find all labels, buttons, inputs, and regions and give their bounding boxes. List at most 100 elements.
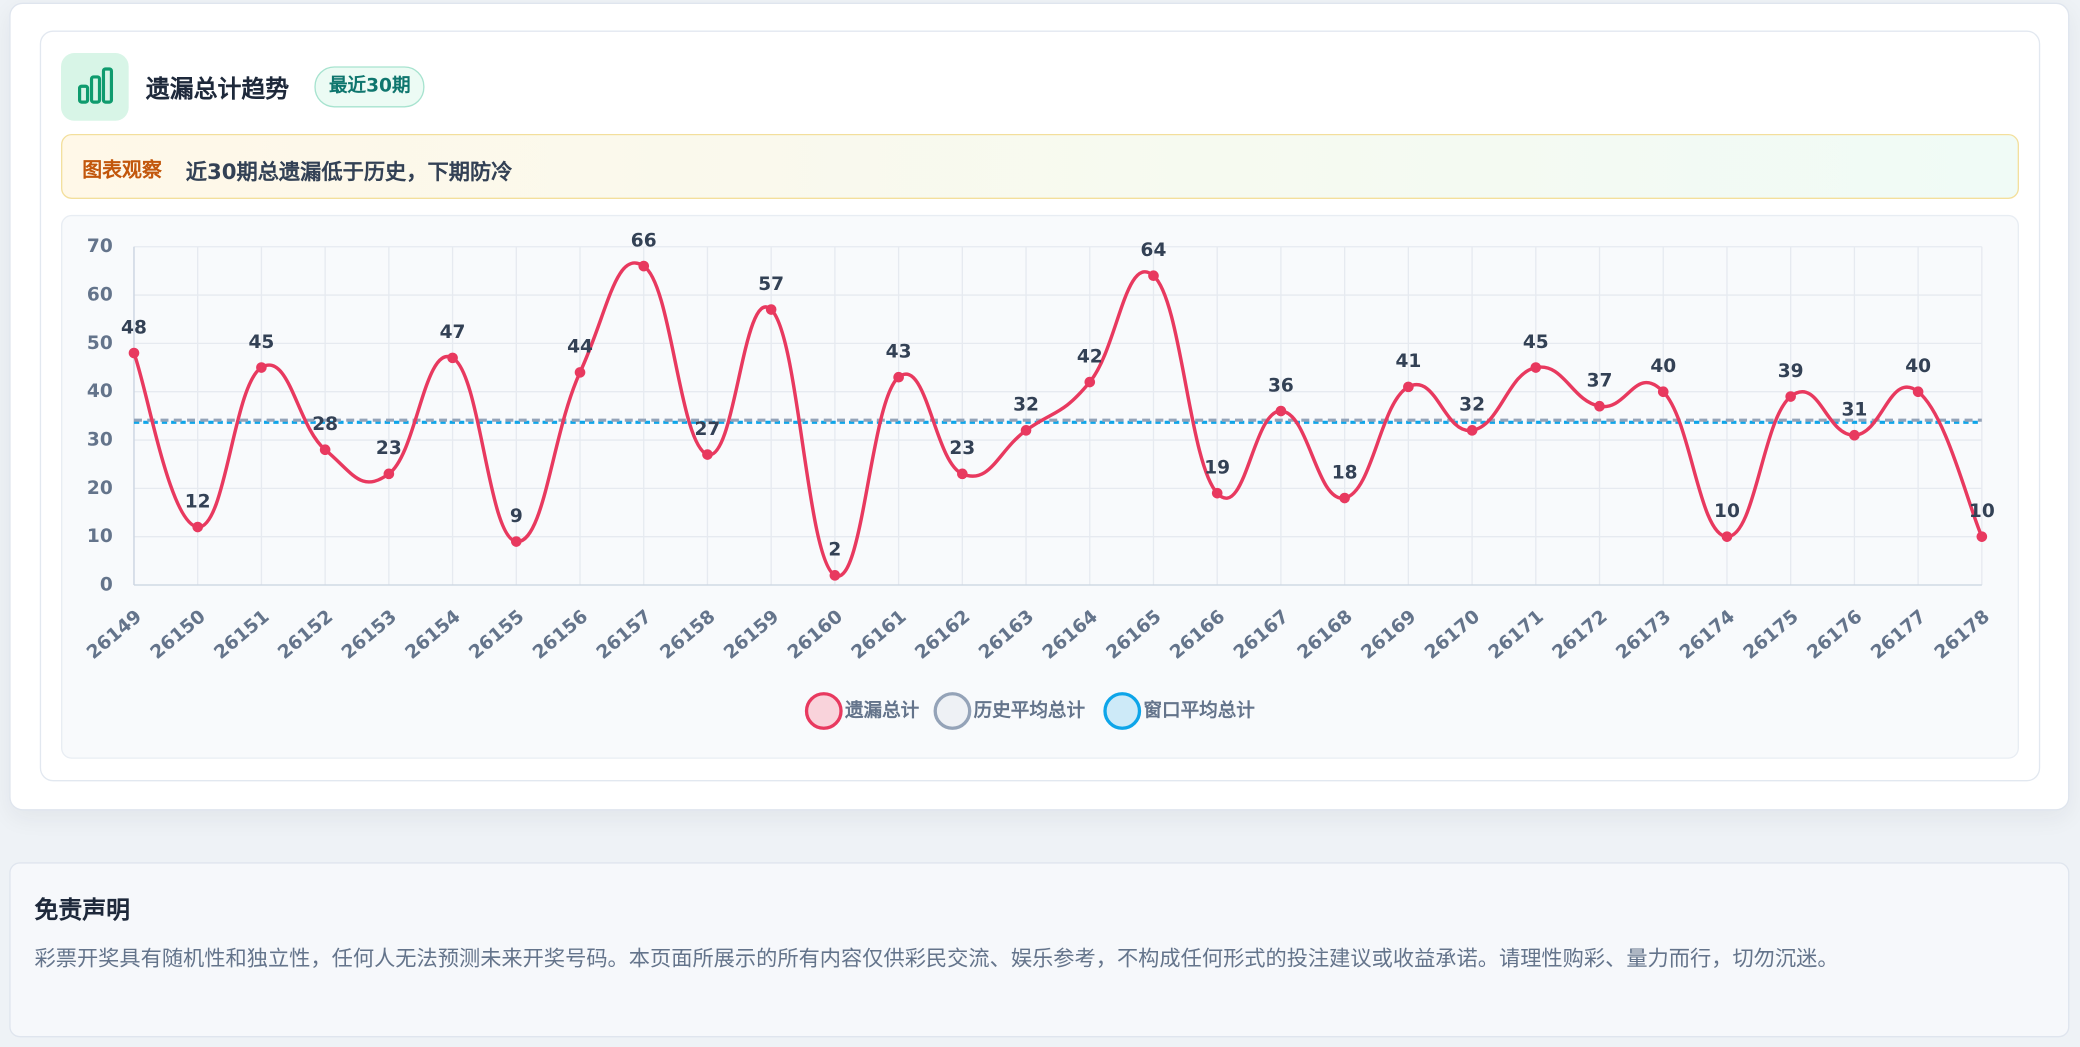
- data-label: 66: [631, 230, 657, 251]
- x-tick-label: 26160: [784, 606, 847, 664]
- x-tick-label: 26149: [83, 606, 146, 664]
- data-label: 48: [121, 317, 147, 338]
- data-label: 23: [376, 438, 402, 459]
- data-point: [383, 468, 395, 480]
- disclaimer-title: 免责声明: [34, 896, 131, 925]
- legend-swatch: [933, 692, 972, 730]
- data-label: 31: [1841, 399, 1867, 420]
- chart-icon: [61, 53, 129, 121]
- data-point: [1721, 531, 1733, 542]
- data-label: 12: [185, 491, 211, 512]
- data-point: [1657, 386, 1669, 398]
- y-tick-label: 30: [87, 430, 113, 451]
- data-point: [1849, 429, 1860, 441]
- data-label: 43: [886, 342, 912, 363]
- legend-swatch: [804, 692, 843, 730]
- data-point: [447, 352, 458, 364]
- data-point: [1020, 425, 1032, 436]
- data-point: [829, 570, 841, 581]
- y-tick-label: 20: [87, 478, 113, 499]
- data-point: [765, 304, 777, 315]
- x-tick-label: 26155: [465, 606, 528, 664]
- x-tick-label: 26158: [657, 606, 720, 664]
- data-label: 9: [510, 506, 523, 527]
- data-point: [128, 347, 140, 359]
- legend-label: 历史平均总计: [974, 700, 1086, 722]
- data-label: 36: [1268, 375, 1294, 396]
- x-tick-label: 26152: [274, 606, 337, 664]
- data-label: 57: [758, 274, 784, 295]
- x-tick-label: 26172: [1549, 606, 1612, 664]
- x-tick-label: 26163: [975, 606, 1038, 664]
- y-tick-label: 50: [87, 333, 113, 354]
- data-label: 42: [1077, 346, 1103, 367]
- period-badge: 最近30期: [314, 66, 426, 108]
- data-label: 10: [1714, 501, 1740, 522]
- data-point: [1148, 270, 1159, 282]
- x-tick-label: 26165: [1103, 606, 1166, 664]
- y-tick-label: 10: [87, 526, 113, 547]
- data-point: [510, 536, 522, 547]
- data-point: [319, 444, 331, 456]
- x-tick-label: 26156: [529, 606, 592, 664]
- data-point: [1339, 492, 1350, 504]
- data-point: [192, 521, 204, 533]
- legend-label: 窗口平均总计: [1143, 700, 1255, 722]
- data-point: [638, 260, 650, 272]
- observation-label: 图表观察: [82, 157, 162, 182]
- data-label: 39: [1778, 361, 1804, 382]
- x-tick-label: 26177: [1867, 606, 1930, 664]
- data-point: [1912, 386, 1924, 398]
- data-label: 2: [828, 540, 841, 561]
- disclaimer-text: 彩票开奖具有随机性和独立性，任何人无法预测未来开奖号码。本页面所展示的所有内容仅…: [34, 945, 1839, 972]
- data-label: 32: [1013, 395, 1039, 416]
- data-label: 40: [1650, 356, 1676, 377]
- x-tick-label: 26171: [1485, 606, 1548, 664]
- data-label: 10: [1969, 501, 1995, 522]
- data-label: 47: [440, 322, 466, 343]
- x-tick-label: 26175: [1740, 606, 1803, 664]
- x-tick-label: 26168: [1294, 606, 1357, 664]
- data-label: 45: [1523, 332, 1549, 353]
- legend-label: 遗漏总计: [844, 700, 920, 722]
- disclaimer: 免责声明 彩票开奖具有随机性和独立性，任何人无法预测未来开奖号码。本页面所展示的…: [9, 862, 2070, 1038]
- x-tick-label: 26162: [911, 606, 974, 664]
- x-tick-label: 26153: [338, 606, 401, 664]
- x-tick-label: 26157: [593, 606, 656, 664]
- data-label: 40: [1905, 356, 1931, 377]
- x-tick-label: 26151: [210, 606, 273, 664]
- data-label: 44: [567, 337, 593, 358]
- data-point: [1275, 405, 1287, 417]
- x-tick-label: 26174: [1676, 606, 1739, 664]
- data-label: 45: [248, 332, 274, 353]
- x-tick-label: 26170: [1421, 606, 1484, 664]
- icon-graphic: [78, 67, 114, 104]
- data-label: 32: [1459, 395, 1485, 416]
- data-point: [1084, 376, 1096, 388]
- data-point: [1530, 362, 1542, 373]
- observation-bar: 图表观察 近30期总遗漏低于历史，下期防冷: [61, 133, 2019, 199]
- data-point: [1976, 531, 1988, 542]
- data-point: [1403, 381, 1414, 393]
- data-label: 37: [1587, 370, 1613, 391]
- y-tick-label: 40: [87, 381, 113, 402]
- data-point: [957, 468, 968, 480]
- y-tick-label: 0: [100, 575, 113, 596]
- data-point: [574, 367, 586, 378]
- data-label: 18: [1332, 462, 1358, 483]
- data-point: [1785, 391, 1796, 402]
- data-label: 28: [312, 414, 338, 435]
- legend-swatch: [1103, 692, 1142, 730]
- y-tick-label: 60: [87, 285, 113, 306]
- x-tick-label: 26169: [1357, 606, 1420, 664]
- y-tick-label: 70: [87, 236, 113, 257]
- data-label: 27: [695, 419, 721, 440]
- chart: 0 10 20 30 40 50 60 70 26149 26150 26151 26152 26153…: [83, 230, 1995, 730]
- x-tick-label: 26176: [1803, 606, 1866, 664]
- x-tick-label: 26161: [848, 606, 911, 664]
- x-tick-label: 26164: [1039, 606, 1102, 664]
- observation-text: 近30期总遗漏低于历史，下期防冷: [185, 159, 513, 185]
